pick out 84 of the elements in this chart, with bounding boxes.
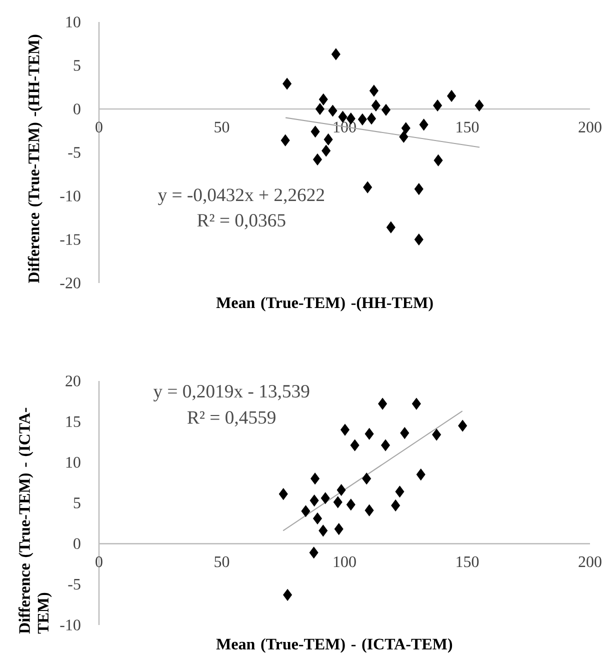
x-tick-label: 150 [456, 122, 479, 132]
point [369, 84, 378, 97]
point [434, 154, 443, 166]
point [363, 181, 372, 194]
point [313, 512, 322, 524]
x-tick-label: 50 [214, 556, 230, 568]
point [280, 134, 290, 146]
x-tick-label: 200 [578, 122, 602, 132]
x-axis-title: Mean (True-TEM) -(HH-TEM) [216, 296, 433, 312]
point [364, 428, 374, 440]
point [310, 472, 320, 484]
point [412, 398, 421, 410]
y-tick-label: -20 [60, 278, 80, 288]
y-tick-label: 5 [74, 498, 80, 508]
point [310, 494, 319, 506]
point [331, 48, 340, 60]
point [278, 488, 288, 500]
point [350, 439, 360, 452]
point [282, 78, 292, 90]
point [364, 504, 374, 516]
point [371, 100, 380, 112]
annotation: R² = 0,4559 [187, 411, 276, 426]
annotation: y = -0,0432x + 2,2622 [158, 188, 324, 206]
point [301, 505, 310, 517]
point [401, 122, 410, 134]
y-tick-label: -15 [60, 234, 80, 245]
point [400, 427, 410, 439]
point [474, 100, 484, 112]
point [367, 112, 376, 124]
point [322, 144, 331, 157]
point [432, 428, 442, 441]
y-tick-label: 0 [74, 104, 80, 114]
point [433, 100, 442, 112]
y-axis-title: Difference (True-TEM) - (ICTA-TEM) [18, 408, 52, 634]
point [283, 589, 292, 601]
point [458, 420, 468, 432]
y-tick-label: -5 [68, 147, 80, 158]
point [310, 126, 320, 138]
point [315, 103, 324, 115]
point [313, 154, 322, 166]
y-tick-label: -10 [60, 190, 80, 202]
x-axis-title: Mean (True-TEM) - (ICTA-TEM) [216, 638, 452, 653]
x-tick-label: 150 [456, 556, 479, 568]
y-tick-label: 15 [66, 416, 80, 428]
point [309, 546, 318, 558]
point [416, 468, 426, 480]
point [447, 90, 456, 102]
point [318, 524, 328, 537]
y-tick-label: -5 [68, 579, 80, 590]
y-tick-label: 0 [74, 538, 80, 550]
point [333, 496, 342, 508]
point [324, 134, 333, 146]
point [378, 398, 388, 410]
x-tick-label: 0 [96, 122, 102, 132]
y-tick-label: 20 [66, 376, 80, 386]
x-tick-label: 200 [578, 556, 602, 568]
point [334, 523, 344, 535]
point [362, 472, 372, 484]
point [381, 439, 390, 452]
annotation: R² = 0,0365 [197, 214, 286, 230]
point [320, 492, 330, 504]
point [395, 486, 404, 498]
x-tick-label: 100 [334, 556, 356, 568]
y-tick-label: 5 [74, 60, 80, 71]
point [419, 118, 428, 131]
point [382, 104, 390, 116]
point [414, 183, 424, 195]
point [346, 498, 356, 510]
point [318, 94, 328, 106]
y-tick-label: -10 [60, 620, 80, 630]
point [336, 484, 346, 496]
point [340, 424, 350, 436]
point [358, 114, 367, 126]
point [391, 500, 400, 512]
y-tick-label: 10 [66, 456, 80, 468]
y-tick-label: 10 [66, 16, 80, 28]
annotation: y = 0,2019x - 13,539 [153, 384, 310, 402]
point [414, 234, 424, 246]
point [399, 130, 408, 143]
y-axis-title: Difference (True-TEM) -(HH-TEM) [28, 34, 43, 283]
point [386, 221, 396, 234]
x-tick-label: 50 [214, 122, 230, 132]
x-tick-label: 0 [96, 556, 102, 568]
point [328, 104, 338, 117]
